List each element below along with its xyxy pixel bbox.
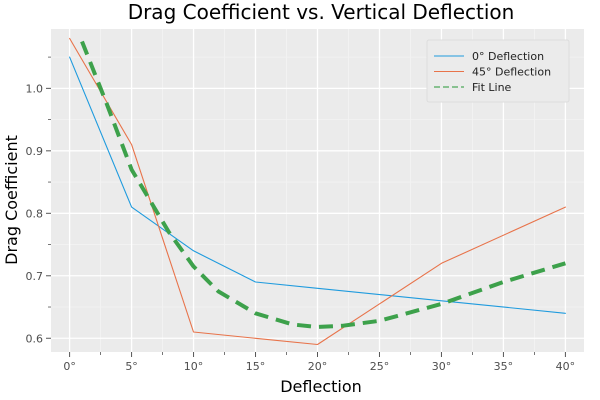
x-tick-label: 15° bbox=[246, 360, 266, 373]
y-tick-label: 0.6 bbox=[26, 332, 44, 345]
series-layer bbox=[69, 37, 566, 346]
x-tick-label: 40° bbox=[556, 360, 576, 373]
y-tick-label: 0.8 bbox=[26, 207, 44, 220]
series-line-0-deflection bbox=[69, 56, 566, 314]
axis-ticks: 0° 5° 10° 15° 20° 25° 30° 35° 40° 0.6 0.7 0.8 0.9 1.0 bbox=[26, 56, 576, 373]
legend-label: 45° Deflection bbox=[472, 66, 551, 79]
y-tick-label: 0.7 bbox=[26, 270, 44, 283]
x-tick-label: 0° bbox=[63, 360, 76, 373]
series-line-fit-line bbox=[80, 40, 566, 329]
legend-label: Fit Line bbox=[472, 81, 512, 94]
x-tick-label: 35° bbox=[494, 360, 514, 373]
x-tick-label: 20° bbox=[308, 360, 328, 373]
chart-title: Drag Coefficient vs. Vertical Deflection bbox=[128, 0, 515, 24]
y-tick-label: 0.9 bbox=[26, 145, 44, 158]
legend: 0° Deflection 45° Deflection Fit Line bbox=[426, 39, 570, 103]
x-axis-label: Deflection bbox=[280, 377, 362, 396]
x-tick-label: 10° bbox=[184, 360, 204, 373]
series-line-45-deflection bbox=[69, 37, 566, 346]
y-tick-label: 1.0 bbox=[26, 82, 44, 95]
x-tick-label: 30° bbox=[432, 360, 452, 373]
legend-label: 0° Deflection bbox=[472, 50, 544, 63]
x-tick-label: 5° bbox=[125, 360, 138, 373]
x-tick-label: 25° bbox=[370, 360, 390, 373]
y-axis-label: Drag Coefficient bbox=[2, 135, 21, 265]
